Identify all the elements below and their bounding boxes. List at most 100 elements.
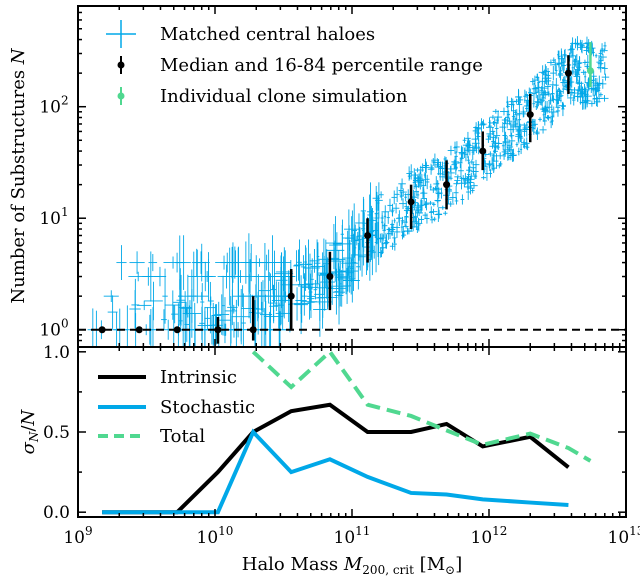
matched-halo-marker (557, 50, 561, 63)
matched-halo-marker (592, 94, 597, 104)
matched-halo-marker (567, 45, 574, 55)
matched-halo-marker (427, 163, 435, 175)
matched-halo-marker (550, 104, 553, 115)
matched-halo-marker (258, 279, 272, 302)
matched-halo-marker (433, 176, 440, 192)
matched-halo-marker (396, 210, 402, 226)
matched-halo-marker (394, 221, 401, 234)
matched-halo-marker (500, 107, 508, 116)
matched-halo-marker (558, 102, 566, 110)
matched-halo-marker (516, 123, 524, 136)
matched-halo-marker (599, 53, 607, 61)
matched-halo-marker (603, 41, 607, 50)
matched-halo-marker (515, 129, 523, 144)
matched-halo-marker (492, 165, 495, 174)
matched-halo-marker (505, 147, 513, 153)
legend-total-label: Total (160, 426, 205, 447)
matched-halo-marker (168, 305, 179, 347)
errorbar-point (564, 55, 572, 94)
matched-halo-marker (429, 216, 435, 224)
matched-halo-marker (550, 65, 557, 81)
matched-halo-marker (595, 83, 601, 93)
matched-halo-marker (511, 104, 516, 118)
matched-halo-marker (596, 55, 602, 70)
matched-halo-marker (443, 156, 447, 162)
matched-halo-marker (588, 100, 596, 107)
matched-halo-marker (178, 268, 183, 325)
matched-halo-marker (546, 101, 549, 114)
matched-halo-marker (568, 89, 575, 96)
matched-halo-marker (429, 183, 432, 191)
bottom-panel: 109 1010 1011 1012 1013 0.0 0.5 1.0 σN/N Halo M… (18, 343, 640, 577)
matched-halo-marker (517, 116, 522, 123)
matched-halo-marker (298, 273, 311, 299)
matched-halo-marker (402, 217, 408, 227)
matched-halo-marker (415, 202, 420, 218)
matched-halo-marker (392, 232, 397, 244)
matched-halo-marker (399, 188, 407, 196)
matched-halo-marker (162, 268, 168, 324)
matched-halo-marker (486, 160, 493, 169)
matched-halo-marker (313, 280, 318, 300)
matched-halo-marker (416, 190, 420, 199)
matched-halo-marker (313, 282, 327, 337)
matched-halo-marker (423, 158, 428, 173)
matched-halo-marker (342, 230, 353, 286)
matched-halo-marker (205, 259, 212, 294)
matched-halo-marker (436, 191, 442, 197)
matched-halo-marker (161, 309, 167, 330)
matched-halo-marker (507, 110, 511, 119)
matched-halo-marker (403, 224, 409, 229)
matched-halo-marker (390, 207, 394, 216)
matched-halo-marker (193, 243, 210, 282)
matched-halo-marker (173, 279, 187, 326)
errorbar-point (326, 251, 334, 311)
matched-halo-marker (534, 87, 538, 99)
matched-halo-marker (481, 175, 487, 180)
matched-halo-marker (399, 191, 404, 201)
matched-halo-marker (561, 57, 567, 73)
matched-halo-marker (194, 292, 209, 301)
matched-halo-marker (453, 181, 460, 187)
matched-halo-marker (426, 200, 435, 206)
matched-halo-marker (541, 71, 546, 76)
x-tick-label: 1012 (471, 524, 508, 548)
matched-halo-marker (404, 200, 409, 213)
matched-halo-marker (415, 202, 422, 213)
matched-halo-marker (429, 208, 438, 215)
matched-halo-marker (434, 207, 443, 222)
matched-halo-marker (148, 254, 158, 272)
matched-halo-marker (467, 166, 471, 183)
matched-halo-marker (584, 70, 587, 83)
matched-halo-marker (468, 177, 472, 188)
matched-halo-marker (372, 185, 380, 211)
matched-halo-marker (570, 76, 574, 88)
matched-halo-marker (574, 68, 580, 81)
matched-halo-marker (137, 300, 152, 311)
matched-halo-marker (521, 110, 527, 118)
matched-halo-marker (302, 253, 317, 283)
legend-clone-label: Individual clone simulation (160, 86, 408, 107)
matched-halo-marker (486, 121, 494, 134)
matched-halo-marker (532, 75, 537, 85)
matched-halo-marker (534, 82, 542, 93)
y-tick-label: 100 (39, 317, 68, 341)
matched-halo-marker (580, 69, 587, 75)
matched-halo-marker (421, 187, 425, 199)
matched-halo-marker (260, 294, 271, 335)
matched-halo-marker (459, 175, 467, 182)
matched-halo-marker (220, 247, 239, 306)
matched-halo-marker (454, 176, 461, 185)
series-line-total (251, 348, 592, 463)
matched-halo-marker (598, 49, 603, 58)
matched-halo-marker (480, 119, 487, 129)
matched-halo-marker (573, 38, 578, 49)
matched-halo-marker (339, 266, 358, 276)
matched-halo-marker (293, 250, 300, 282)
errorbar-point (586, 42, 594, 88)
matched-halo-marker (501, 141, 505, 151)
matched-halo-marker (578, 85, 582, 97)
matched-halo-marker (496, 152, 504, 160)
matched-halo-marker (382, 220, 388, 232)
